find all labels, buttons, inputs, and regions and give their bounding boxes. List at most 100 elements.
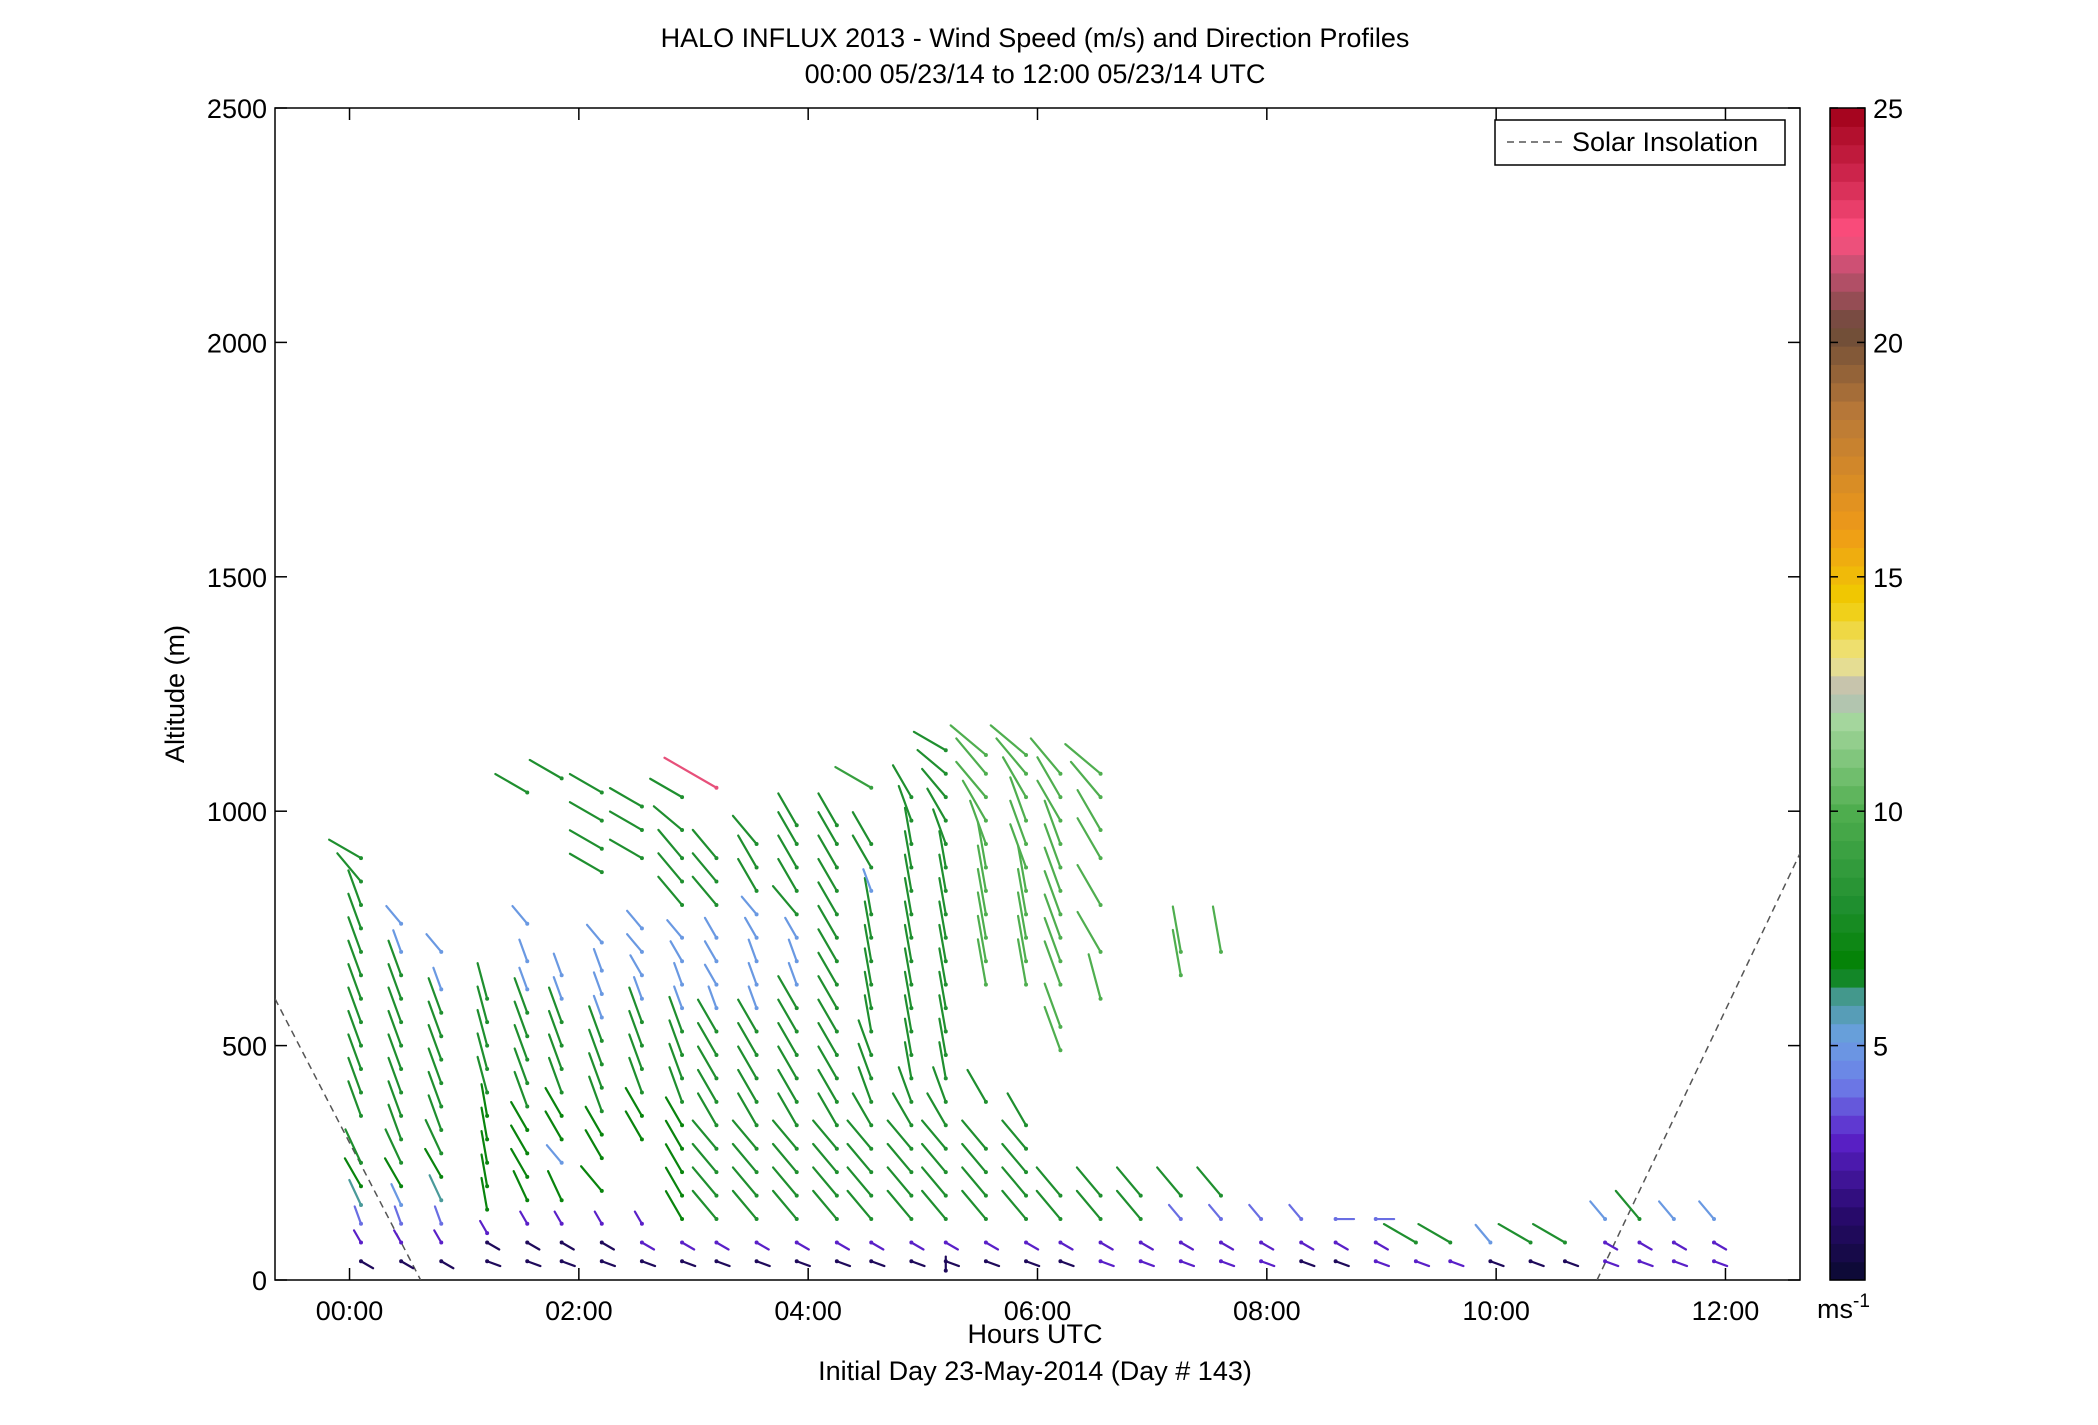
x-axis-sublabel: Initial Day 23-May-2014 (Day # 143) bbox=[818, 1356, 1252, 1386]
wind-vector bbox=[812, 1142, 838, 1174]
wind-vector-base bbox=[599, 1156, 604, 1161]
wind-vector bbox=[592, 994, 603, 1019]
wind-vector bbox=[673, 985, 684, 1010]
wind-vector bbox=[633, 1210, 644, 1225]
wind-vectors bbox=[328, 724, 1729, 1273]
wind-vector-base bbox=[680, 935, 685, 940]
wind-vector bbox=[1300, 1241, 1315, 1251]
wind-vector bbox=[703, 916, 718, 939]
wind-vector-base bbox=[485, 1043, 490, 1048]
wind-vector-base bbox=[943, 888, 948, 893]
colorbar-band bbox=[1830, 162, 1865, 182]
wind-vector bbox=[428, 1174, 443, 1202]
wind-vector bbox=[347, 892, 363, 930]
wind-vector-base bbox=[1562, 1259, 1567, 1264]
wind-vector bbox=[938, 900, 947, 939]
wind-vector-base bbox=[358, 1240, 363, 1245]
wind-vector bbox=[737, 857, 758, 892]
wind-vector-base bbox=[399, 1259, 404, 1264]
wind-vector bbox=[984, 1260, 1001, 1268]
wind-vector bbox=[949, 724, 988, 757]
wind-vector bbox=[737, 1022, 758, 1057]
wind-vector-base bbox=[1058, 1048, 1063, 1053]
wind-vector bbox=[777, 834, 798, 869]
wind-vector-base bbox=[714, 1193, 719, 1198]
wind-vector-base bbox=[834, 1006, 839, 1011]
wind-vector-base bbox=[1098, 856, 1103, 861]
wind-vector-base bbox=[1178, 973, 1183, 978]
wind-vector bbox=[1672, 1241, 1688, 1251]
wind-vector bbox=[476, 1055, 489, 1094]
wind-vector bbox=[1603, 1241, 1619, 1251]
wind-vector bbox=[480, 1083, 489, 1118]
wind-vector bbox=[510, 1124, 529, 1155]
wind-vector-base bbox=[399, 1137, 404, 1142]
wind-vector-base bbox=[943, 818, 948, 823]
wind-vector bbox=[1529, 1260, 1545, 1268]
wind-vector bbox=[903, 970, 913, 1010]
wind-vector-base bbox=[439, 1174, 444, 1179]
wind-vector-base bbox=[439, 987, 444, 992]
wind-vector-base bbox=[680, 827, 685, 832]
wind-vector bbox=[1016, 914, 1028, 963]
x-axis-ticks: 00:00 02:00 04:00 06:00 08:00 10:00 12:00 bbox=[316, 108, 1759, 1326]
wind-vector bbox=[851, 834, 873, 869]
wind-vector bbox=[629, 954, 644, 977]
wind-vector bbox=[731, 1166, 758, 1197]
wind-vector-base bbox=[439, 1221, 444, 1226]
wind-vector bbox=[903, 994, 913, 1033]
wind-vector-base bbox=[869, 1193, 874, 1198]
wind-vector-base bbox=[680, 1146, 685, 1151]
colorbar-band bbox=[1830, 126, 1865, 146]
colorbar-band bbox=[1830, 309, 1865, 329]
wind-vector-base bbox=[599, 1109, 604, 1114]
wind-vector bbox=[511, 904, 529, 925]
wind-vector-base bbox=[869, 982, 874, 987]
wind-vector bbox=[347, 1056, 363, 1094]
wind-vector-base bbox=[943, 1099, 948, 1104]
wind-vector-base bbox=[399, 1202, 404, 1207]
wind-vector-base bbox=[599, 1085, 604, 1090]
wind-vector-base bbox=[525, 987, 530, 992]
wind-vector-base bbox=[639, 1067, 644, 1072]
wind-vector-base bbox=[639, 1137, 644, 1142]
wind-vector bbox=[817, 951, 838, 986]
wind-vector bbox=[1167, 1203, 1182, 1221]
wind-vector bbox=[588, 1052, 603, 1089]
wind-vector bbox=[1043, 823, 1062, 869]
wind-vector-base bbox=[869, 888, 874, 893]
wind-vector-base bbox=[485, 1020, 490, 1025]
wind-vector bbox=[747, 985, 758, 1010]
wind-vector-base bbox=[559, 973, 564, 978]
colorbar-unit-exponent: -1 bbox=[1853, 1291, 1870, 1312]
wind-vector-base bbox=[983, 842, 988, 847]
wind-vector bbox=[359, 1260, 375, 1270]
wind-vector-base bbox=[525, 1127, 530, 1132]
wind-vector-base bbox=[869, 1123, 874, 1128]
wind-vector-base bbox=[794, 1193, 799, 1198]
wind-vector bbox=[976, 821, 988, 869]
wind-vector-base bbox=[1448, 1259, 1453, 1264]
wind-vector-base bbox=[714, 959, 719, 964]
wind-vector bbox=[696, 1068, 718, 1103]
wind-vector bbox=[903, 900, 913, 939]
wind-vector bbox=[632, 976, 644, 1000]
wind-vector bbox=[976, 938, 988, 986]
x-tick-label: 04:00 bbox=[774, 1296, 842, 1326]
wind-vector-base bbox=[869, 842, 874, 847]
wind-vector bbox=[926, 787, 947, 822]
wind-vector bbox=[545, 1144, 563, 1164]
colorbar-band bbox=[1830, 1096, 1865, 1116]
wind-vector-base bbox=[1024, 1240, 1029, 1245]
wind-vector bbox=[771, 885, 798, 916]
wind-vector bbox=[1016, 891, 1028, 939]
wind-vector bbox=[1374, 1241, 1389, 1251]
wind-vector bbox=[1171, 928, 1182, 977]
wind-vector bbox=[1016, 938, 1028, 986]
wind-vector-base bbox=[358, 856, 363, 861]
wind-vector bbox=[1076, 817, 1102, 860]
wind-vector-base bbox=[639, 827, 644, 832]
wind-vector-base bbox=[1299, 1259, 1304, 1264]
wind-vector-base bbox=[559, 1259, 564, 1264]
wind-vector-base bbox=[358, 1160, 363, 1165]
